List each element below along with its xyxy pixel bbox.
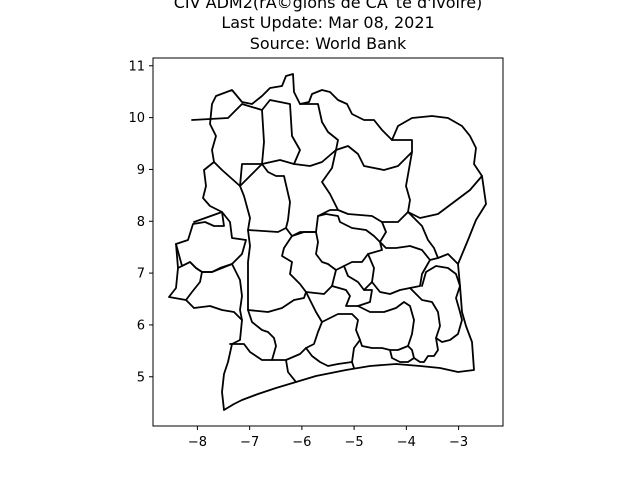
- x-tick-label: −4: [397, 435, 416, 450]
- boundary-iffou: [379, 211, 439, 261]
- boundary-haut-sassandra: [247, 229, 307, 313]
- boundary-kabadougou: [261, 99, 301, 165]
- boundary-abidjan: [389, 349, 415, 363]
- boundary-sud-comoe: [435, 285, 463, 343]
- title-line-3: Source: World Bank: [250, 34, 407, 53]
- boundary-bounkani: [405, 151, 483, 219]
- boundary-hambol: [321, 149, 409, 223]
- boundary-tonkpi: [177, 261, 203, 301]
- x-tick-label: −6: [292, 435, 311, 450]
- title-line-2: Last Update: Mar 08, 2021: [221, 13, 434, 32]
- admin-regions: [168, 73, 487, 411]
- boundary-nzi: [367, 253, 431, 295]
- boundary-gbeke: [317, 213, 383, 271]
- boundary-loh-djiboua: [305, 313, 361, 367]
- y-tick-label: 8: [137, 215, 145, 230]
- boundary-poro: [293, 103, 339, 167]
- x-tick-label: −3: [449, 435, 468, 450]
- y-axis: 5 6 7 8 9 10 11: [128, 59, 153, 385]
- boundary-north-west: [191, 103, 265, 187]
- y-tick-label: 10: [128, 111, 145, 126]
- x-tick-label: −5: [345, 435, 364, 450]
- boundary-me: [407, 287, 441, 363]
- x-tick-label: −8: [188, 435, 207, 450]
- y-tick-label: 7: [137, 267, 145, 282]
- y-tick-label: 9: [137, 163, 145, 178]
- boundary-marahoue: [291, 231, 337, 295]
- boundary-san-pedro: [285, 359, 297, 383]
- boundary-coastline-west: [229, 343, 273, 361]
- boundary-indenie: [421, 265, 461, 287]
- y-tick-label: 5: [137, 370, 145, 385]
- title-line-1: CIV ADM2(rÃ©gions de CÃ´te d'Ivoire): [174, 0, 483, 12]
- y-tick-label: 6: [137, 318, 145, 333]
- boundary-guemon: [201, 263, 243, 321]
- boundary-goh: [247, 291, 323, 361]
- x-axis: −8 −7 −6 −5 −4 −3: [188, 426, 468, 450]
- y-tick-label: 11: [128, 59, 145, 74]
- boundary-belier: [343, 265, 373, 291]
- boundary-tchologo: [335, 139, 413, 171]
- axes-frame: [152, 57, 504, 427]
- boundary-agneby: [357, 301, 415, 351]
- boundary-gontougo: [437, 253, 459, 265]
- country-outline: [168, 73, 487, 411]
- boundary-grands-ponts: [351, 361, 355, 369]
- boundary-worodougou: [239, 163, 291, 229]
- boundary-yamoussoukro: [331, 285, 373, 307]
- x-tick-label: −7: [240, 435, 259, 450]
